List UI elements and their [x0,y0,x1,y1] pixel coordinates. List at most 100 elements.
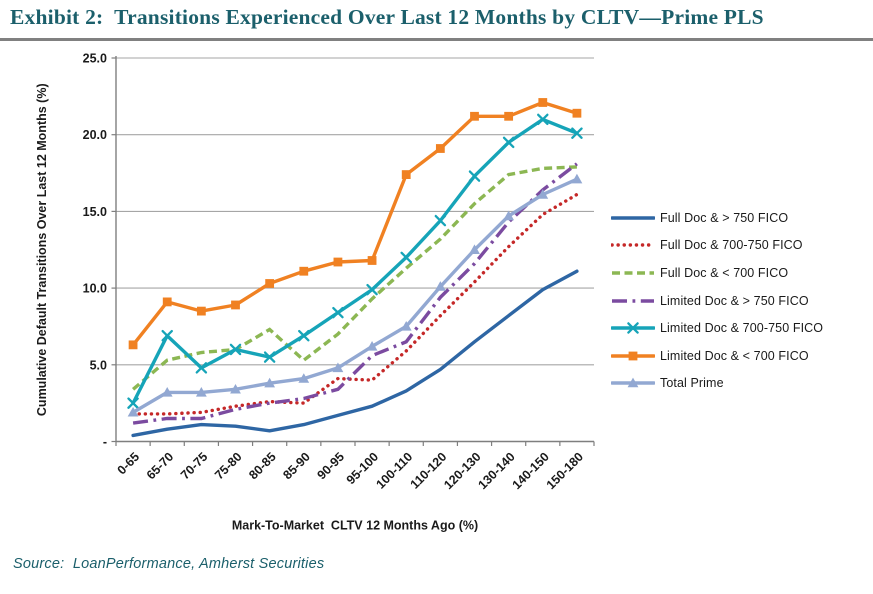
series-marker [299,266,309,276]
legend-swatch [611,377,655,388]
series-marker [196,306,206,316]
series-marker [195,362,208,374]
title-divider [0,38,873,41]
series-marker [127,397,139,409]
page-title: Exhibit 2: Transitions Experienced Over … [10,5,764,29]
series-marker [435,144,445,153]
series-marker [366,340,378,351]
legend-label: Limited Doc & 700-750 FICO [660,321,824,336]
y-axis-title: Cumulative Default Transitions Over Last… [35,83,49,416]
x-axis-title: Mark-To-Market CLTV 12 Months Ago (%) [232,519,478,533]
chart-legend: Full Doc & > 750 FICO Full Doc & 700-750 … [611,204,823,397]
series-marker [162,297,172,307]
legend-swatch [611,351,655,361]
legend-item-5: Limited Doc & 700-750 FICO [611,314,823,342]
series-marker [400,251,412,264]
x-tick-label: 0-65 [115,450,143,478]
y-tick-label: 10.0 [83,282,107,296]
legend-item-6: Limited Doc & < 700 FICO [611,342,823,370]
legend-marker-sample [628,351,638,361]
series-3 [131,165,577,391]
series-7 [127,173,583,417]
legend-swatch [612,271,654,275]
series-marker [366,283,378,296]
x-tick-label: 90-95 [315,450,348,483]
y-tick-label: 25.0 [83,52,107,66]
x-tick-label: 65-70 [144,450,177,483]
series-line [131,165,577,391]
legend-label: Limited Doc & > 750 FICO [660,293,809,308]
series-marker [298,373,310,383]
series-marker [468,170,481,182]
y-tick-label: 5.0 [90,358,107,372]
legend-item-2: Full Doc & 700-750 FICO [611,232,823,260]
series-5 [127,113,583,409]
legend-label: Full Doc & < 700 FICO [660,265,789,280]
series-marker [434,281,446,291]
series-marker [264,377,276,388]
series-1 [131,269,579,438]
series-line [131,117,579,405]
series-marker [572,108,582,118]
series-marker [537,189,549,199]
legend-label: Total Prime [660,376,724,391]
legend-item-3: Full Doc & < 700 FICO [611,259,823,287]
series-marker [265,279,275,288]
series-marker [231,300,240,310]
series-4 [132,162,578,425]
series-marker [230,383,241,394]
x-tick-label: 100-110 [373,450,415,492]
series-marker [161,387,173,397]
series-line [131,177,579,415]
legend-item-7: Total Prime [611,370,823,398]
series-marker [537,113,549,126]
legend-item-4: Limited Doc & > 750 FICO [611,287,823,315]
x-tick-label: 85-90 [280,450,313,483]
series-marker [571,173,583,184]
legend-marker-sample [627,377,639,388]
series-marker [434,214,447,227]
legend-label: Limited Doc & < 700 FICO [660,348,809,363]
legend-swatch [611,322,655,334]
series-line [131,192,579,416]
series-marker [127,406,139,417]
series-line [131,100,579,347]
series-marker [332,362,344,373]
x-tick-label: 140-150 [510,450,552,492]
legend-swatch [611,243,655,248]
legend-label: Full Doc & 700-750 FICO [660,238,803,253]
legend-swatch [612,298,654,303]
legend-label: Full Doc & > 750 FICO [660,210,789,225]
x-tick-label: 75-80 [212,450,245,483]
series-marker [400,321,412,331]
series-6 [128,98,582,350]
series-2 [131,192,579,416]
series-marker [538,98,548,107]
series-marker [401,170,411,179]
series-marker [469,244,480,254]
x-tick-label: 120-130 [441,450,483,492]
series-marker [503,210,515,221]
series-marker [470,111,479,121]
series-marker [195,387,207,397]
legend-item-1: Full Doc & > 750 FICO [611,204,823,232]
series-marker [502,136,515,149]
source-note: Source: LoanPerformance, Amherst Securit… [13,556,325,572]
series-marker [367,256,377,265]
series-marker [571,127,583,139]
legend-marker-sample [627,322,639,334]
series-marker [332,306,344,319]
series-marker [298,329,310,342]
series-marker [229,343,242,356]
series-line [131,269,579,438]
series-marker [263,351,276,363]
x-tick-label: 150-180 [544,450,586,492]
x-tick-label: 130-140 [475,450,517,492]
y-tick-label: - [103,435,107,449]
x-tick-label: 70-75 [178,450,211,483]
series-marker [333,257,343,267]
series-marker [161,329,173,342]
x-tick-label: 80-85 [246,450,279,483]
